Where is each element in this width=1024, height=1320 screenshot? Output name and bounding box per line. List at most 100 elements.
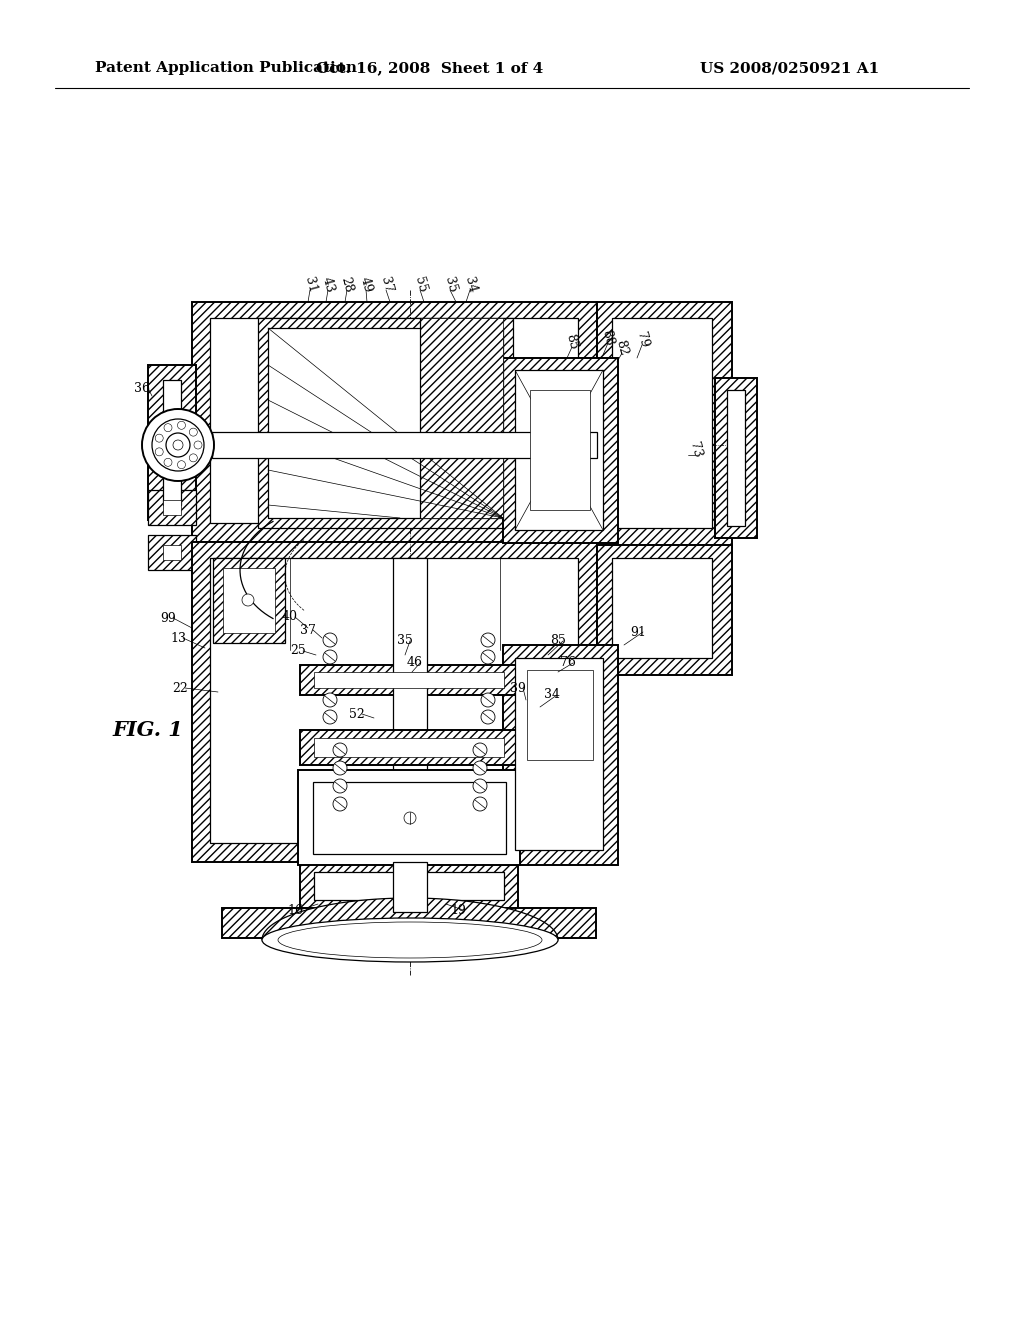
Text: 13: 13 [170, 631, 186, 644]
Circle shape [323, 649, 337, 664]
Text: 35: 35 [441, 276, 459, 294]
Text: 37: 37 [378, 276, 394, 294]
Bar [148, 366, 196, 520]
Text: 25: 25 [290, 644, 306, 657]
Text: 73: 73 [687, 441, 703, 459]
Circle shape [404, 812, 416, 824]
Bar [210, 558, 578, 843]
Text: 37: 37 [300, 623, 316, 636]
Bar [503, 645, 618, 865]
Bar [163, 380, 181, 506]
Bar [727, 389, 745, 525]
Circle shape [164, 424, 172, 432]
Circle shape [156, 434, 163, 442]
Circle shape [242, 594, 254, 606]
Bar [503, 358, 618, 543]
Text: Oct. 16, 2008  Sheet 1 of 4: Oct. 16, 2008 Sheet 1 of 4 [316, 61, 544, 75]
Text: FIG. 1: FIG. 1 [113, 719, 183, 741]
Bar [258, 318, 513, 528]
Circle shape [189, 454, 198, 462]
Circle shape [481, 710, 495, 723]
Text: 76: 76 [560, 656, 575, 669]
Circle shape [481, 649, 495, 664]
Text: 22: 22 [172, 681, 187, 694]
Bar [515, 657, 603, 850]
Bar [527, 671, 593, 760]
Text: 79: 79 [634, 331, 650, 350]
Circle shape [473, 762, 487, 775]
Bar [212, 432, 597, 458]
Bar [148, 535, 196, 570]
Circle shape [156, 447, 163, 455]
Bar [163, 500, 181, 515]
Circle shape [333, 779, 347, 793]
Circle shape [177, 421, 185, 429]
Text: US 2008/0250921 A1: US 2008/0250921 A1 [700, 61, 880, 75]
Text: 36: 36 [134, 381, 150, 395]
Text: 88: 88 [600, 329, 616, 347]
Bar [300, 862, 518, 909]
Bar [393, 862, 427, 912]
Bar [314, 672, 504, 688]
Text: Patent Application Publication: Patent Application Publication [95, 61, 357, 75]
Text: 82: 82 [613, 339, 631, 358]
Circle shape [333, 797, 347, 810]
Polygon shape [262, 898, 558, 940]
Circle shape [189, 428, 198, 436]
Circle shape [152, 418, 204, 471]
Bar [148, 490, 196, 525]
Circle shape [481, 634, 495, 647]
Circle shape [473, 797, 487, 810]
Circle shape [323, 634, 337, 647]
Text: 52: 52 [349, 708, 365, 721]
Text: 99: 99 [160, 611, 176, 624]
Bar [222, 908, 596, 939]
Bar [300, 730, 518, 766]
Bar [268, 327, 503, 517]
Circle shape [473, 779, 487, 793]
Circle shape [333, 743, 347, 756]
Bar [597, 545, 732, 675]
Bar [193, 302, 597, 543]
Text: 49: 49 [357, 276, 375, 294]
Circle shape [333, 762, 347, 775]
Circle shape [164, 458, 172, 466]
Text: 28: 28 [339, 276, 355, 294]
Text: 85: 85 [550, 635, 566, 648]
Text: 43: 43 [319, 276, 336, 294]
Bar [314, 873, 504, 900]
Text: 91: 91 [630, 626, 646, 639]
Circle shape [173, 440, 183, 450]
Bar [163, 545, 181, 560]
Bar [314, 738, 504, 756]
Ellipse shape [278, 921, 542, 958]
Bar [300, 665, 518, 696]
Bar [210, 318, 578, 523]
Bar [530, 389, 590, 510]
Text: 55: 55 [412, 276, 428, 294]
Text: 34: 34 [544, 689, 560, 701]
Text: 35: 35 [397, 635, 413, 648]
Circle shape [323, 710, 337, 723]
Bar [515, 370, 603, 531]
Bar [193, 543, 597, 862]
Text: 85: 85 [563, 333, 581, 351]
Text: 40: 40 [282, 610, 298, 623]
Polygon shape [420, 318, 503, 517]
Bar [213, 558, 285, 643]
Text: 39: 39 [510, 681, 526, 694]
Bar [597, 302, 732, 546]
Circle shape [323, 693, 337, 708]
Bar [612, 558, 712, 657]
Text: 16: 16 [287, 903, 303, 916]
Circle shape [166, 433, 190, 457]
Bar [223, 568, 275, 634]
Text: 19: 19 [451, 903, 466, 916]
Bar [313, 781, 506, 854]
Bar [298, 770, 520, 865]
Text: 46: 46 [407, 656, 423, 669]
Bar [715, 378, 757, 539]
Circle shape [177, 461, 185, 469]
Bar [393, 558, 427, 869]
Ellipse shape [262, 917, 558, 962]
